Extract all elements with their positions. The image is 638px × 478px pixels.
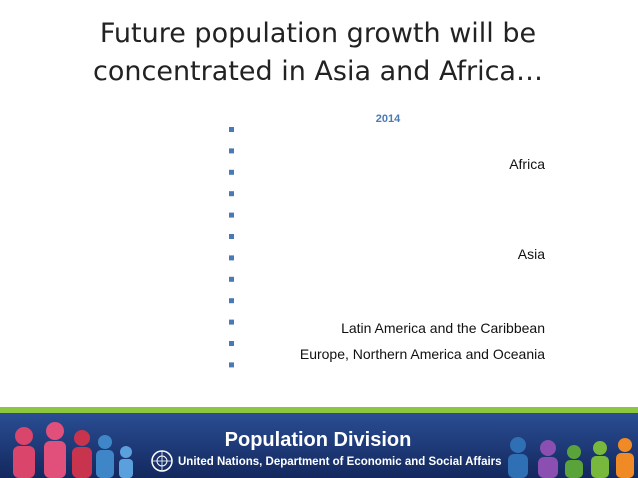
bullet-list: [229, 127, 234, 368]
bullet: [229, 169, 234, 175]
year-label: 2014: [376, 113, 401, 125]
footer-stripe: [0, 407, 638, 413]
bullet: [229, 362, 234, 368]
region-label: Africa: [509, 156, 545, 172]
bullet: [229, 341, 234, 346]
region-label: Asia: [518, 246, 545, 262]
bullet: [229, 319, 234, 325]
footer-title: Population Division: [225, 429, 412, 451]
bullet: [229, 255, 234, 261]
title-line: Future population growth will be: [100, 18, 536, 49]
bullet: [229, 298, 234, 304]
people-left: [13, 422, 133, 478]
un-emblem: [151, 450, 173, 472]
region-label: Europe, Northern America and Oceania: [300, 346, 545, 362]
bullet: [229, 234, 234, 239]
title-line: concentrated in Asia and Africa…: [93, 56, 543, 87]
people-right: [508, 437, 634, 478]
bullet: [229, 276, 234, 282]
bullet: [229, 148, 234, 154]
bullet: [229, 127, 234, 132]
footer-subtitle: United Nations, Department of Economic a…: [178, 456, 502, 468]
region-label: Latin America and the Caribbean: [341, 320, 545, 336]
bullet: [229, 191, 234, 197]
bullet: [229, 212, 234, 218]
